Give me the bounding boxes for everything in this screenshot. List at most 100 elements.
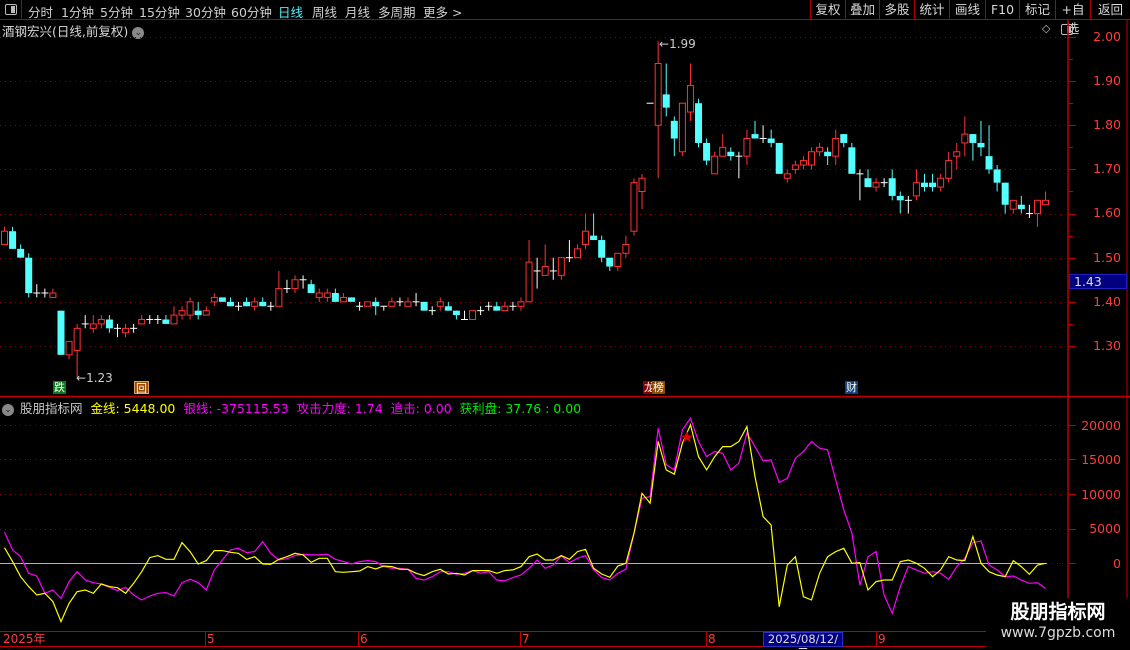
candle	[372, 297, 380, 316]
candle-body	[57, 310, 65, 355]
candle	[444, 301, 452, 311]
price-tick-label: 1.70	[1093, 161, 1121, 176]
period-tab-fenshi[interactable]: 分时	[28, 5, 54, 20]
overlay-button[interactable]: 叠加	[845, 0, 879, 20]
candle	[218, 297, 226, 302]
candle	[614, 252, 622, 271]
candle	[533, 257, 541, 289]
chevron-down-icon[interactable]: ⌄	[132, 27, 145, 39]
candle-body	[170, 314, 178, 325]
event-marker-list[interactable]: 榜	[652, 381, 665, 394]
candle-body	[945, 160, 953, 179]
period-tab-more[interactable]: 更多 >	[423, 5, 463, 20]
candle	[630, 178, 638, 236]
mark-button[interactable]: 标记	[1019, 0, 1055, 20]
candle	[735, 151, 743, 179]
profit-ratio-value: 获利盘: 37.76 : 0.00	[459, 401, 582, 416]
statistics-button[interactable]: 统计	[914, 0, 949, 20]
candle	[186, 297, 194, 320]
period-tab-multi[interactable]: 多周期	[378, 5, 416, 20]
candle-body	[824, 151, 832, 157]
candle	[412, 293, 420, 307]
candle-body	[243, 301, 251, 307]
back-button[interactable]: 返回	[1090, 0, 1130, 20]
candle-body	[783, 173, 791, 179]
candle	[130, 323, 138, 333]
candle	[17, 244, 25, 258]
period-tab-15min[interactable]: 15分钟	[139, 5, 180, 20]
candle-body	[307, 284, 315, 294]
high-price-label: 1.99	[669, 37, 696, 51]
candle	[953, 142, 961, 170]
candle-body	[348, 297, 356, 302]
candle	[582, 213, 590, 249]
candle	[323, 288, 331, 302]
draw-line-button[interactable]: 画线	[949, 0, 985, 20]
price-tick-label: 1.40	[1093, 294, 1121, 309]
indicator-lines	[0, 416, 1076, 624]
candle	[162, 315, 170, 324]
period-tab-5min[interactable]: 5分钟	[100, 5, 133, 20]
candle	[678, 102, 686, 157]
candle-body	[501, 305, 509, 312]
candle	[711, 151, 719, 175]
period-tab-60min[interactable]: 60分钟	[231, 5, 272, 20]
f10-button[interactable]: F10	[985, 0, 1019, 20]
date-tick-label: 6	[358, 632, 368, 647]
candle-body	[226, 301, 234, 307]
period-tab-daily[interactable]: 日线	[278, 5, 304, 20]
candle	[348, 297, 356, 302]
multi-stock-button[interactable]: 多股	[879, 0, 914, 20]
chevron-down-icon[interactable]: ⌄	[2, 404, 14, 416]
candle	[937, 173, 945, 192]
layout-toggle-icon[interactable]	[1061, 24, 1073, 35]
candle	[493, 301, 501, 311]
event-marker-finance[interactable]: 财	[845, 381, 858, 394]
candle-body	[832, 138, 840, 157]
candle	[339, 293, 347, 303]
candle	[73, 323, 81, 377]
period-tab-weekly[interactable]: 周线	[312, 5, 338, 20]
candle	[791, 160, 799, 174]
candle	[864, 169, 872, 188]
diamond-icon[interactable]: ◇	[1042, 22, 1051, 35]
event-marker-pullback[interactable]: 回	[134, 381, 149, 395]
candle-body	[662, 94, 670, 108]
indicator-name[interactable]: 股朋指标网	[19, 401, 83, 416]
candle	[364, 301, 372, 307]
period-tab-monthly[interactable]: 月线	[345, 5, 371, 20]
panel-toggle-button[interactable]	[0, 0, 22, 20]
candle	[460, 310, 468, 320]
event-marker-drop[interactable]: 跌	[53, 381, 66, 394]
candle	[452, 310, 460, 320]
period-tab-1min[interactable]: 1分钟	[61, 5, 94, 20]
candle	[759, 125, 767, 143]
candle-body	[703, 142, 711, 161]
fuquan-button[interactable]: 复权	[810, 0, 845, 20]
candle-body	[864, 178, 872, 188]
candle	[420, 301, 428, 311]
period-tab-30min[interactable]: 30分钟	[185, 5, 226, 20]
candle	[57, 310, 65, 355]
candle-body	[799, 160, 807, 166]
candle-body	[444, 306, 452, 311]
candle	[880, 178, 888, 188]
stock-title[interactable]: 酒钢宏兴(日线,前复权) ⌄	[2, 21, 145, 40]
date-tick-label: 5	[205, 632, 215, 647]
candle	[695, 98, 703, 148]
candle	[105, 315, 113, 333]
candle	[283, 279, 291, 294]
candle	[210, 293, 218, 307]
candle	[299, 275, 307, 289]
candle-body	[122, 327, 130, 334]
candle	[41, 288, 49, 298]
candle	[767, 129, 775, 148]
indicator-header: ⌄ 股朋指标网 金线: 5448.00 银线: -375115.53 攻击力度:…	[2, 398, 585, 417]
candle	[1001, 182, 1009, 214]
candle	[1033, 199, 1041, 227]
candle-body	[162, 319, 170, 324]
candle-body	[372, 301, 380, 307]
candle	[25, 253, 33, 298]
candle	[1017, 195, 1025, 214]
